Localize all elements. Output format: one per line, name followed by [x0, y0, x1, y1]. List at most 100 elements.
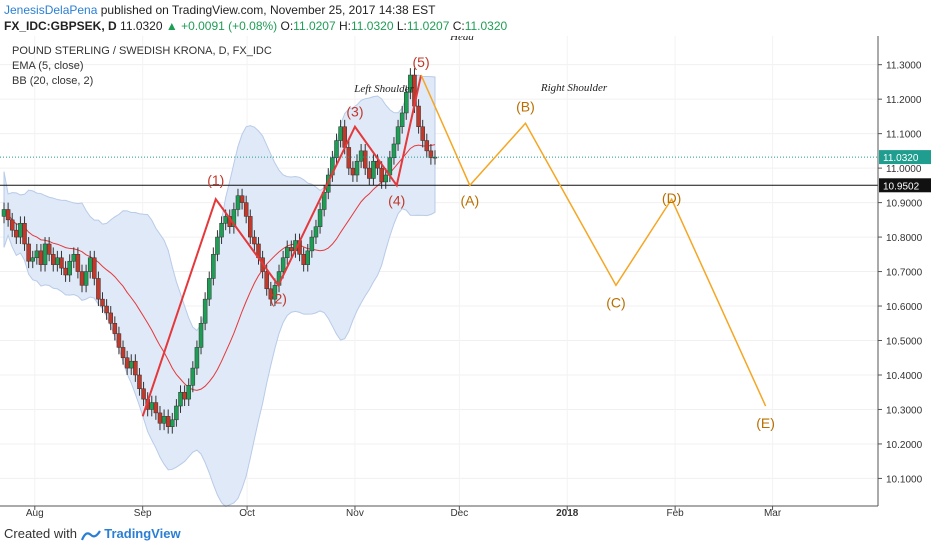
candle-body	[63, 267, 68, 276]
candle-body	[34, 250, 40, 259]
candle-body	[399, 112, 405, 127]
candle-body	[206, 278, 212, 300]
candle-body	[416, 105, 421, 127]
candle-body	[301, 254, 306, 265]
candle-body	[284, 247, 290, 259]
legend-ema[interactable]: EMA (5, close)	[12, 60, 84, 72]
y-tick-label: 10.1000	[886, 474, 923, 485]
legend-bb[interactable]: BB (20, close, 2)	[12, 75, 93, 87]
open-value: 11.0207	[293, 19, 336, 33]
pattern-annotation: Left Shoulder	[353, 83, 414, 95]
close-value: 11.0320	[464, 19, 508, 33]
pattern-annotations: Left Shoulder Head Right Shoulder	[353, 36, 608, 95]
low-label: L:	[396, 19, 407, 33]
candle-body	[92, 257, 97, 279]
x-tick-label: 2018	[556, 508, 579, 519]
candle-body	[190, 367, 196, 386]
candle-body	[202, 298, 208, 324]
candle-body	[194, 347, 200, 369]
elliott-wave-line[interactable]	[141, 74, 423, 417]
pattern-annotation: Head	[449, 36, 474, 43]
last-price: 11.0320	[120, 19, 163, 33]
low-value: 11.0207	[406, 19, 450, 33]
candle-body	[59, 257, 64, 269]
candle-body	[424, 140, 430, 152]
candle-body	[116, 333, 122, 348]
projection-label: (E)	[756, 415, 775, 431]
candle-body	[170, 419, 175, 427]
candle-body	[157, 412, 163, 424]
publish-info: JenesisDelaPena published on TradingView…	[4, 3, 435, 17]
price-chart[interactable]: (1) (2) (3) (4) (5) (A) (B) (C) (D) (E) Left Shou…	[0, 36, 932, 520]
x-tick-label: Oct	[239, 508, 255, 519]
candle-body	[100, 298, 105, 307]
y-axis-ticks: 11.3000 11.2000 11.1000 11.0000 10.9000 10.80…	[878, 61, 923, 485]
candle-body	[428, 150, 434, 159]
candle-body	[112, 323, 118, 334]
footer: Created with TradingView	[4, 526, 181, 541]
symbol-label: FX_IDC:GBPSEK, D	[4, 19, 117, 33]
candle-body	[55, 257, 60, 265]
candle-body	[120, 347, 126, 358]
level-price-tag-label: 10.9502	[883, 181, 920, 192]
y-tick-label: 10.4000	[886, 371, 923, 382]
candle-body	[313, 226, 319, 238]
candle-body	[272, 285, 278, 300]
projection-label: (A)	[460, 192, 479, 208]
candle-body	[96, 278, 101, 300]
projection-wave-line[interactable]	[420, 74, 767, 407]
candle-body	[178, 391, 183, 407]
candle-body	[161, 416, 167, 424]
candle-body	[395, 126, 401, 145]
candle-body	[404, 92, 409, 114]
x-tick-label: Aug	[26, 508, 44, 519]
high-value: 11.0320	[351, 19, 394, 33]
candle-body	[128, 360, 134, 369]
projection-label: (D)	[662, 190, 681, 206]
candle-body	[305, 250, 311, 265]
candle-body	[391, 143, 397, 159]
candle-body	[346, 147, 352, 169]
candle-body	[338, 126, 343, 141]
candle-body	[317, 209, 323, 227]
candle-body	[9, 219, 15, 231]
candle-body	[350, 167, 356, 176]
candle-body	[239, 195, 245, 203]
x-tick-label: Nov	[346, 508, 364, 519]
candle-body	[198, 323, 204, 348]
candle-body	[235, 195, 241, 210]
wave-label: (3)	[346, 104, 363, 120]
open-label: O:	[280, 19, 294, 33]
candle-body	[26, 243, 31, 262]
candle-body	[379, 167, 384, 183]
candle-body	[137, 374, 142, 390]
candle-body	[174, 405, 179, 421]
price-axis[interactable]	[878, 36, 932, 520]
legend: POUND STERLING / SWEDISH KRONA, D, FX_ID…	[12, 45, 272, 87]
quote-line: FX_IDC:GBPSEK, D 11.0320 ▲ +0.0091 (+0.0…	[4, 19, 507, 33]
candle-body	[108, 312, 113, 324]
y-tick-label: 11.2000	[886, 95, 922, 106]
candle-body	[79, 271, 85, 286]
wave-label: (5)	[413, 54, 430, 70]
candle-body	[358, 150, 364, 162]
candle-body	[186, 385, 191, 400]
wave-label: (1)	[207, 172, 224, 188]
candle-body	[371, 160, 376, 179]
tradingview-brand[interactable]: TradingView	[104, 526, 181, 541]
x-tick-label: Mar	[764, 508, 782, 519]
candle-body	[71, 254, 77, 262]
created-with-label: Created with	[4, 526, 77, 541]
projection-label: (C)	[606, 294, 625, 310]
candle-body	[182, 391, 187, 400]
pattern-annotation: Right Shoulder	[540, 82, 608, 94]
author-link[interactable]: JenesisDelaPena	[4, 3, 98, 17]
candle-body	[75, 254, 81, 272]
wave-label: (4)	[388, 192, 405, 208]
x-axis-ticks: Aug Sep Oct Nov Dec 2018 Feb Mar	[26, 506, 782, 519]
current-price-tag	[879, 150, 931, 165]
candle-body	[83, 271, 89, 286]
candle-body	[211, 254, 216, 279]
y-tick-label: 10.7000	[886, 268, 923, 279]
candle-body	[231, 209, 237, 227]
